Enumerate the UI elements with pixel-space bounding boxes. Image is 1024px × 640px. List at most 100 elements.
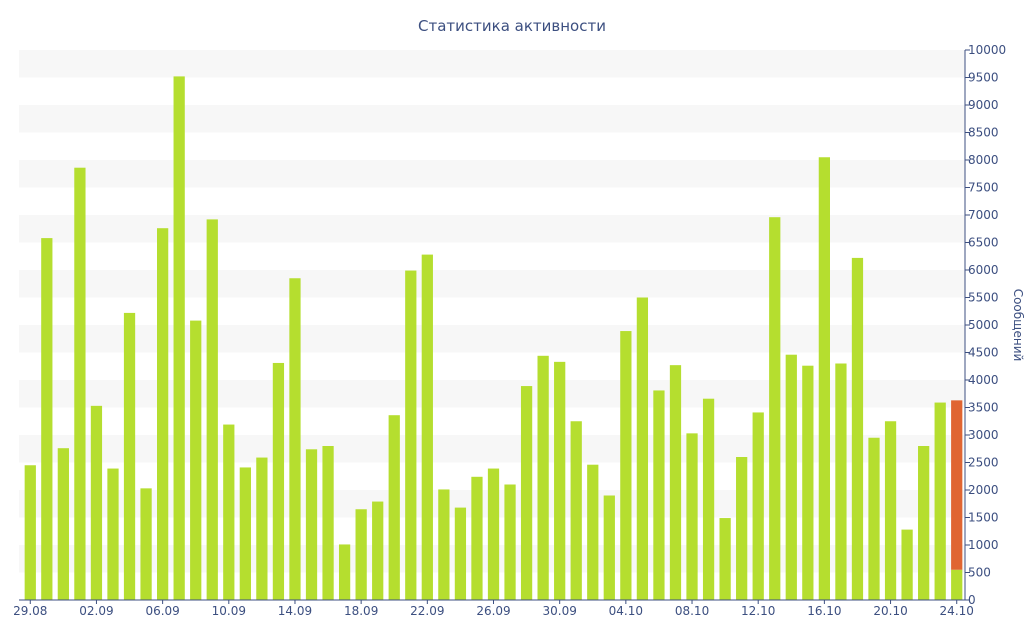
bar-16.09 [322, 446, 334, 600]
bar-02.09 [90, 405, 103, 600]
bar-01.10 [570, 421, 582, 600]
bar-29.09 [537, 355, 549, 600]
y-tick-label: 9500 [968, 71, 999, 85]
grid-band [19, 105, 965, 133]
bar-10.10 [719, 518, 731, 600]
bar-23.10 [934, 402, 946, 600]
x-tick-label: 12.10 [741, 604, 775, 618]
y-tick-label: 10000 [968, 43, 1006, 57]
bar-08.10 [686, 433, 698, 600]
bar-13.10 [769, 217, 781, 600]
bar-30.08 [41, 238, 53, 600]
bar-29.08 [24, 465, 36, 600]
bar-15.09 [305, 449, 318, 600]
x-tick-label: 06.09 [145, 604, 179, 618]
x-tick-label: 30.09 [542, 604, 576, 618]
bar-07.09 [173, 76, 185, 600]
y-tick-label: 9000 [968, 98, 999, 112]
bar-10.09 [223, 424, 235, 600]
bar-04.09 [123, 312, 136, 600]
bar-21.10 [901, 529, 913, 600]
bar-25.09 [471, 476, 483, 600]
bar-18.09 [355, 509, 367, 600]
x-tick-label: 02.09 [79, 604, 113, 618]
y-tick-label: 5000 [968, 318, 999, 332]
y-tick-label: 1500 [968, 511, 999, 525]
bar-12.09 [256, 457, 268, 600]
y-axis-label: Сообщений [1011, 289, 1024, 362]
x-tick-label: 24.10 [940, 604, 974, 618]
bar-01.09 [74, 167, 86, 600]
x-tick-label: 04.10 [609, 604, 643, 618]
bar-21.09 [405, 270, 417, 600]
bar-11.10 [736, 457, 748, 600]
bar-04.10 [620, 331, 632, 600]
x-tick-label: 29.08 [13, 604, 47, 618]
y-tick-label: 6500 [968, 236, 999, 250]
bar-23.09 [438, 489, 450, 600]
bar-07.10 [669, 365, 682, 600]
bar-06.09 [157, 228, 169, 600]
x-tick-label: 22.09 [410, 604, 444, 618]
x-tick-label: 08.10 [675, 604, 709, 618]
y-tick-label: 4000 [968, 373, 999, 387]
bar-18.10 [851, 257, 864, 600]
bar-24.10-series1 [951, 400, 963, 570]
bar-19.10 [868, 437, 880, 600]
bar-08.09 [190, 320, 202, 600]
bar-03.10 [603, 495, 615, 600]
bar-26.09 [487, 468, 500, 600]
bar-09.10 [702, 398, 715, 600]
bar-30.09 [554, 361, 566, 600]
x-tick-label: 18.09 [344, 604, 378, 618]
bar-11.09 [239, 467, 251, 600]
bar-06.10 [653, 390, 665, 600]
x-tick-label: 10.09 [212, 604, 246, 618]
bar-24.10 [951, 569, 963, 600]
bar-16.10 [818, 157, 830, 600]
y-axis-ticks: 0 500 1000 1500 2000 2500 3000 3500 4000 4500 5000… [965, 43, 1006, 607]
bar-24.09 [454, 507, 467, 600]
y-tick-label: 7000 [968, 208, 999, 222]
bar-17.10 [835, 363, 847, 600]
y-tick-label: 4500 [968, 346, 999, 360]
bar-12.10 [752, 412, 764, 600]
y-tick-label: 2500 [968, 456, 999, 470]
bars [24, 76, 963, 600]
y-tick-label: 8500 [968, 126, 999, 140]
bar-20.10 [884, 421, 897, 600]
chart-title: Статистика активности [418, 17, 606, 35]
y-tick-label: 500 [968, 566, 991, 580]
bar-22.09 [421, 254, 433, 600]
y-tick-label: 1000 [968, 538, 999, 552]
bar-15.10 [802, 365, 814, 600]
bar-14.10 [785, 354, 797, 600]
bar-05.09 [140, 488, 152, 600]
bar-02.10 [587, 464, 599, 600]
grid-band [19, 50, 965, 78]
bar-28.09 [520, 386, 533, 600]
y-tick-label: 3000 [968, 428, 999, 442]
bar-22.10 [918, 446, 930, 600]
y-tick-label: 3500 [968, 401, 999, 415]
x-tick-label: 20.10 [873, 604, 907, 618]
y-tick-label: 5500 [968, 291, 999, 305]
y-tick-label: 6000 [968, 263, 999, 277]
x-tick-label: 16.10 [807, 604, 841, 618]
y-tick-label: 2000 [968, 483, 999, 497]
bar-19.09 [372, 501, 384, 600]
y-tick-label: 7500 [968, 181, 999, 195]
y-tick-label: 0 [968, 593, 976, 607]
bar-20.09 [388, 415, 400, 600]
bar-03.09 [107, 468, 119, 600]
bar-14.09 [289, 278, 301, 600]
bar-17.09 [338, 544, 351, 600]
bar-13.09 [272, 362, 285, 600]
bar-09.09 [206, 219, 218, 600]
y-tick-label: 8000 [968, 153, 999, 167]
bar-27.09 [504, 484, 516, 600]
x-tick-label: 26.09 [476, 604, 510, 618]
x-tick-label: 14.09 [278, 604, 312, 618]
bar-31.08 [57, 448, 69, 600]
